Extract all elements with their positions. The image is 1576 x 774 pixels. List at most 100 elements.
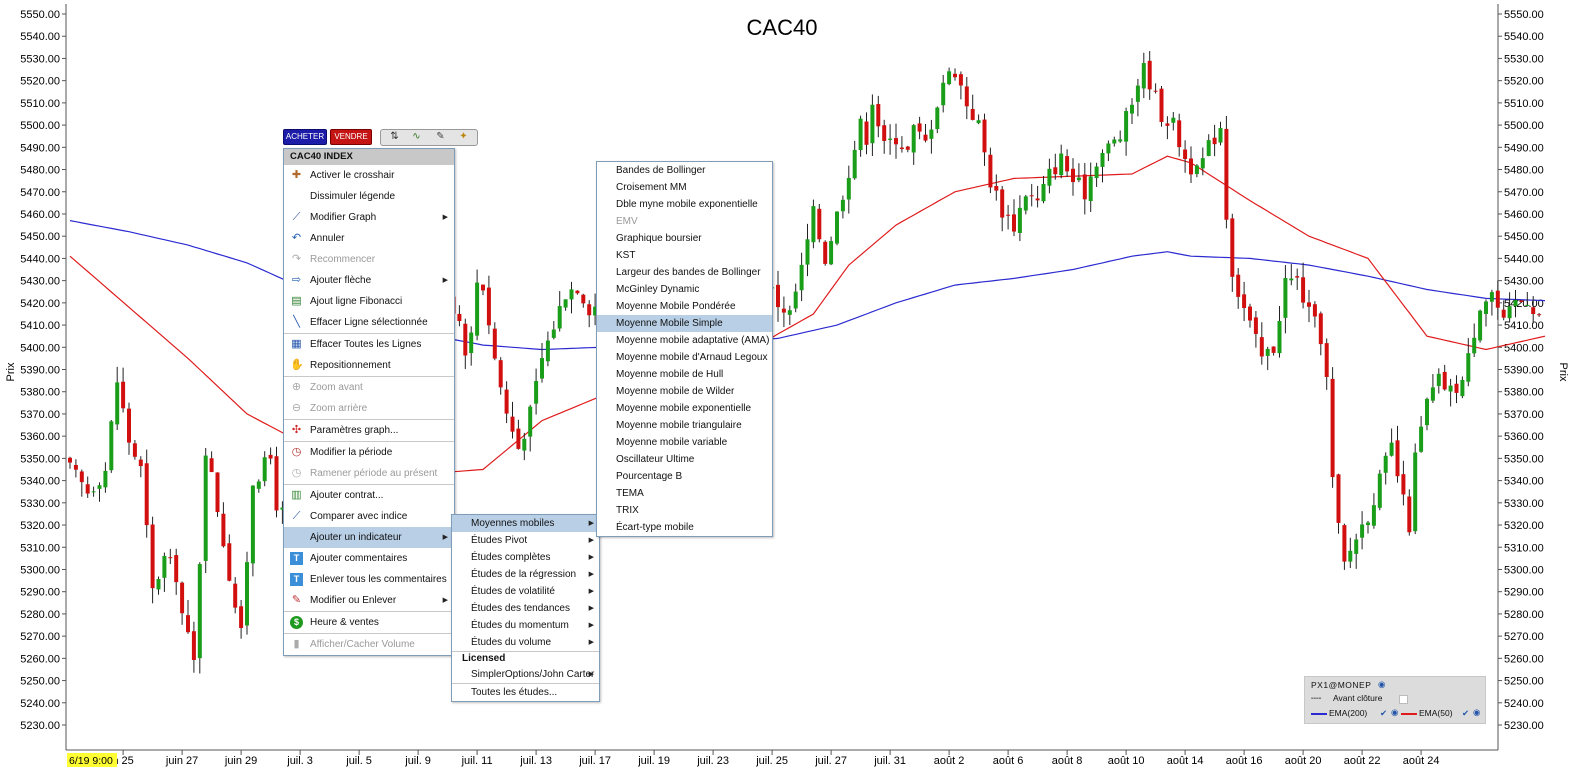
legend-globe-icon[interactable]: ◉ [1391, 707, 1399, 717]
menu-item-modifier-ou-enlever[interactable]: ✎ Modifier ou Enlever ▶ [284, 590, 454, 611]
menu-item-comparer-avec-indice[interactable]: ⟋ Comparer avec indice [284, 506, 454, 527]
y-tick-label: 5280.00 [20, 609, 60, 621]
indicator-item-tudes-pivot[interactable]: Études Pivot ▶ [452, 532, 599, 549]
chart-legend: PX1@MONEP ◉ ╌╌ Avant clôture EMA(200) ✔ … [1304, 676, 1486, 724]
indicator-item-tudes-des-tendances[interactable]: Études des tendances ▶ [452, 600, 599, 617]
menu-item-all-studies[interactable]: Toutes les études... [452, 683, 599, 701]
ma-item-bandes-de-bollinger[interactable]: Bandes de Bollinger [597, 162, 772, 179]
menu-item-simpleroptions[interactable]: SimplerOptions/John Carter ▶ [452, 666, 599, 683]
menu-item-ajouter-contrat[interactable]: ▥ Ajouter contrat... [284, 484, 454, 506]
ma-item-moyenne-mobile-variable[interactable]: Moyenne mobile variable [597, 434, 772, 451]
ma-item-pourcentage-b[interactable]: Pourcentage B [597, 468, 772, 485]
check-icon[interactable]: ✔ [1380, 708, 1388, 718]
indicator-icon[interactable]: ∿ [412, 131, 421, 142]
clean-icon[interactable]: ✦ [459, 131, 468, 142]
candle-down [1212, 137, 1217, 145]
candle-up [799, 264, 804, 291]
menu-item-heure-ventes[interactable]: $ Heure & ventes [284, 611, 454, 633]
menu-item-annuler[interactable]: ↶ Annuler [284, 228, 454, 249]
menu-item-ajouter-fl-che[interactable]: ⇨ Ajouter flèche ▶ [284, 270, 454, 291]
ma-item-mcginley-dynamic[interactable]: McGinley Dynamic [597, 281, 772, 298]
ma-item-moyenne-mobile-simple[interactable]: Moyenne Mobile Simple [597, 315, 772, 332]
indicator-item-tudes-compl-tes[interactable]: Études complètes ▶ [452, 549, 599, 566]
menu-item-zoom-avant[interactable]: ⊕ Zoom avant [284, 376, 454, 398]
menu-item-dissimuler-l-gende[interactable]: Dissimuler légende [284, 186, 454, 207]
ma-item-kst[interactable]: KST [597, 247, 772, 264]
menu-item-modifier-graph[interactable]: ⟋ Modifier Graph ▶ [284, 207, 454, 228]
ma-item-largeur-des-bandes-de-bollinger[interactable]: Largeur des bandes de Bollinger [597, 264, 772, 281]
menu-item-label: Études de la régression [471, 569, 577, 580]
ma-item-cart-type-mobile[interactable]: Écart-type mobile [597, 519, 772, 536]
x-tick-label: juil. 27 [814, 755, 847, 767]
indicator-item-tudes-de-la-r-gression[interactable]: Études de la régression ▶ [452, 566, 599, 583]
indicator-item-tudes-du-volume[interactable]: Études du volume ▶ [452, 634, 599, 651]
candle-up [835, 211, 839, 244]
menu-item-modifier-la-p-riode[interactable]: ◷ Modifier la période [284, 441, 454, 463]
ma-item-moyenne-mobile-triangulaire[interactable]: Moyenne mobile triangulaire [597, 417, 772, 434]
candle-up [115, 382, 120, 425]
candle-down [876, 104, 881, 127]
candle-down [958, 74, 963, 86]
buy-button[interactable]: ACHETER [283, 129, 327, 145]
draw-icon[interactable]: ✎ [436, 131, 445, 142]
menu-item-ramener-p-riode-au-pr-sent[interactable]: ◷ Ramener période au présent [284, 463, 454, 484]
menu-item-label: Moyenne mobile de Hull [616, 369, 724, 380]
preclose-checkbox[interactable] [1399, 695, 1408, 704]
ma-item-moyenne-mobile-de-wilder[interactable]: Moyenne mobile de Wilder [597, 383, 772, 400]
menu-item-zoom-arri-re[interactable]: ⊖ Zoom arrière [284, 398, 454, 419]
menu-item-repositionnement[interactable]: ✋ Repositionnement [284, 355, 454, 376]
legend-globe-icon[interactable]: ◉ [1378, 679, 1386, 689]
y-tick-label: 5270.00 [1504, 631, 1544, 643]
indicator-item-moyennes-mobiles[interactable]: Moyennes mobiles ▶ [452, 515, 599, 532]
ma-item-croisement-mm[interactable]: Croisement MM [597, 179, 772, 196]
candle-down [1537, 314, 1542, 316]
menu-item-afficher-cacher-volume[interactable]: ▮ Afficher/Cacher Volume [284, 633, 454, 655]
menu-item-label: Études complètes [471, 552, 551, 563]
ma-item-graphique-boursier[interactable]: Graphique boursier [597, 230, 772, 247]
ma-item-moyenne-mobile-pond-r-e[interactable]: Moyenne Mobile Pondérée [597, 298, 772, 315]
menu-item-ajouter-un-indicateur[interactable]: Ajouter un indicateur ▶ [284, 527, 454, 548]
candle-down [191, 631, 196, 660]
candle-down [953, 73, 957, 78]
x-tick-label: juil. 3 [286, 755, 313, 767]
ma-item-trix[interactable]: TRIX [597, 502, 772, 519]
menu-item-recommencer[interactable]: ↷ Recommencer [284, 249, 454, 270]
check-icon[interactable]: ✔ [1462, 708, 1470, 718]
candle-up [1194, 165, 1199, 174]
ma-item-tema[interactable]: TEMA [597, 485, 772, 502]
menu-item-ajout-ligne-fibonacci[interactable]: ▤ Ajout ligne Fibonacci [284, 291, 454, 312]
indicator-item-tudes-de-volatilit[interactable]: Études de volatilité ▶ [452, 583, 599, 600]
submenu-arrow-icon: ▶ [588, 622, 594, 629]
candle-up [262, 457, 267, 482]
ma-item-moyenne-mobile-adaptative-ama[interactable]: Moyenne mobile adaptative (AMA) [597, 332, 772, 349]
candle-up [91, 491, 96, 493]
dollar-icon: $ [290, 616, 303, 629]
settings-icon: ✣ [291, 424, 302, 436]
menu-item-effacer-toutes-les-lignes[interactable]: ▦ Effacer Toutes les Lignes [284, 333, 454, 355]
candle-down [817, 208, 822, 240]
menu-item-effacer-ligne-s-lectionn-e[interactable]: ╲ Effacer Ligne sélectionnée [284, 312, 454, 333]
sell-button[interactable]: VENDRE [330, 129, 372, 145]
candles-icon[interactable]: ⇅ [390, 131, 399, 142]
legend-globe-icon[interactable]: ◉ [1473, 707, 1481, 717]
candle-down [864, 121, 869, 145]
menu-item-label: Moyenne mobile d'Arnaud Legoux [616, 352, 768, 363]
candle-down [1336, 474, 1341, 523]
indicator-item-tudes-du-momentum[interactable]: Études du momentum ▶ [452, 617, 599, 634]
menu-item-ajouter-commentaires[interactable]: T Ajouter commentaires [284, 548, 454, 569]
ma-item-moyenne-mobile-de-hull[interactable]: Moyenne mobile de Hull [597, 366, 772, 383]
ma-item-moyenne-mobile-d-arnaud-legoux[interactable]: Moyenne mobile d'Arnaud Legoux [597, 349, 772, 366]
ma-item-moyenne-mobile-exponentielle[interactable]: Moyenne mobile exponentielle [597, 400, 772, 417]
menu-item-label: Ajout ligne Fibonacci [310, 296, 403, 307]
menu-item-label: TRIX [616, 505, 639, 516]
menu-item-enlever-tous-les-commentaires[interactable]: T Enlever tous les commentaires [284, 569, 454, 590]
candle-down [1501, 309, 1506, 318]
ma-item-emv[interactable]: EMV [597, 213, 772, 230]
menu-item-label: Modifier Graph [310, 212, 377, 223]
ma-item-oscillateur-ultime[interactable]: Oscillateur Ultime [597, 451, 772, 468]
menu-item-param-tres-graph[interactable]: ✣ Paramètres graph... [284, 419, 454, 441]
ma-item-dble-myne-mobile-exponentielle[interactable]: Dble myne mobile exponentielle [597, 196, 772, 213]
candle-down [988, 154, 993, 188]
menu-item-activer-le-crosshair[interactable]: ✚ Activer le crosshair [284, 165, 454, 186]
